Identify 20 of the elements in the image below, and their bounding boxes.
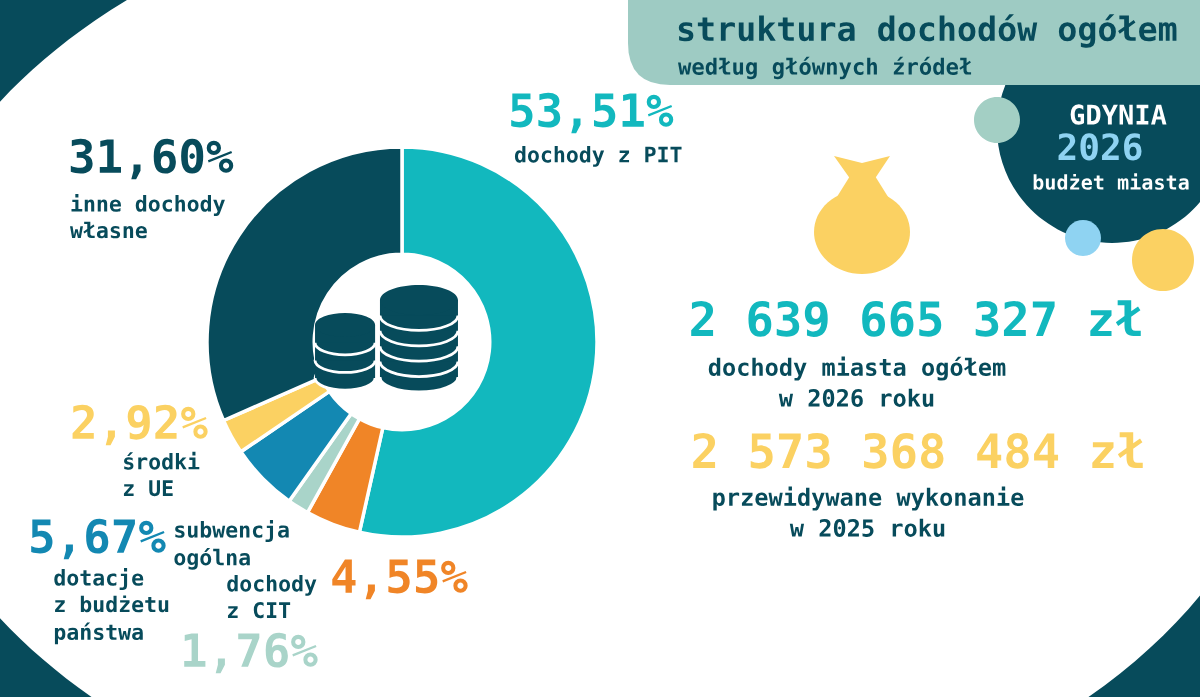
text: według głównych źródeł (678, 56, 972, 80)
data-label: 1,76% (184, 632, 318, 674)
text: przewidywane wykonanie w 2025 roku (713, 486, 1024, 537)
text: GDYNIA (1070, 104, 1167, 125)
data-label: 31,60% (70, 138, 234, 180)
data-label: 53,51% (511, 92, 674, 134)
text: 2 639 665 327 zł (691, 300, 1141, 337)
slice-label: dochody z PIT (514, 146, 682, 167)
slice-label: środki z UE (123, 451, 200, 497)
text: 2 573 368 484 zł (693, 432, 1143, 469)
data-label: 5,67% (31, 518, 166, 560)
text: 2026 (1058, 133, 1142, 161)
text: struktura dochodów ogółem (678, 14, 1177, 48)
text: budżet miasta (1033, 173, 1189, 190)
slice-label: inne dochody własne (70, 193, 225, 239)
text: dochody miasta ogółem w 2026 roku (708, 356, 1006, 407)
data-label: 2,92% (72, 404, 208, 446)
data-label: 4,55% (332, 559, 468, 600)
slice-label: dochody z CIT (227, 575, 317, 619)
slice-label: dotacje z budżetu państwa (54, 567, 169, 645)
